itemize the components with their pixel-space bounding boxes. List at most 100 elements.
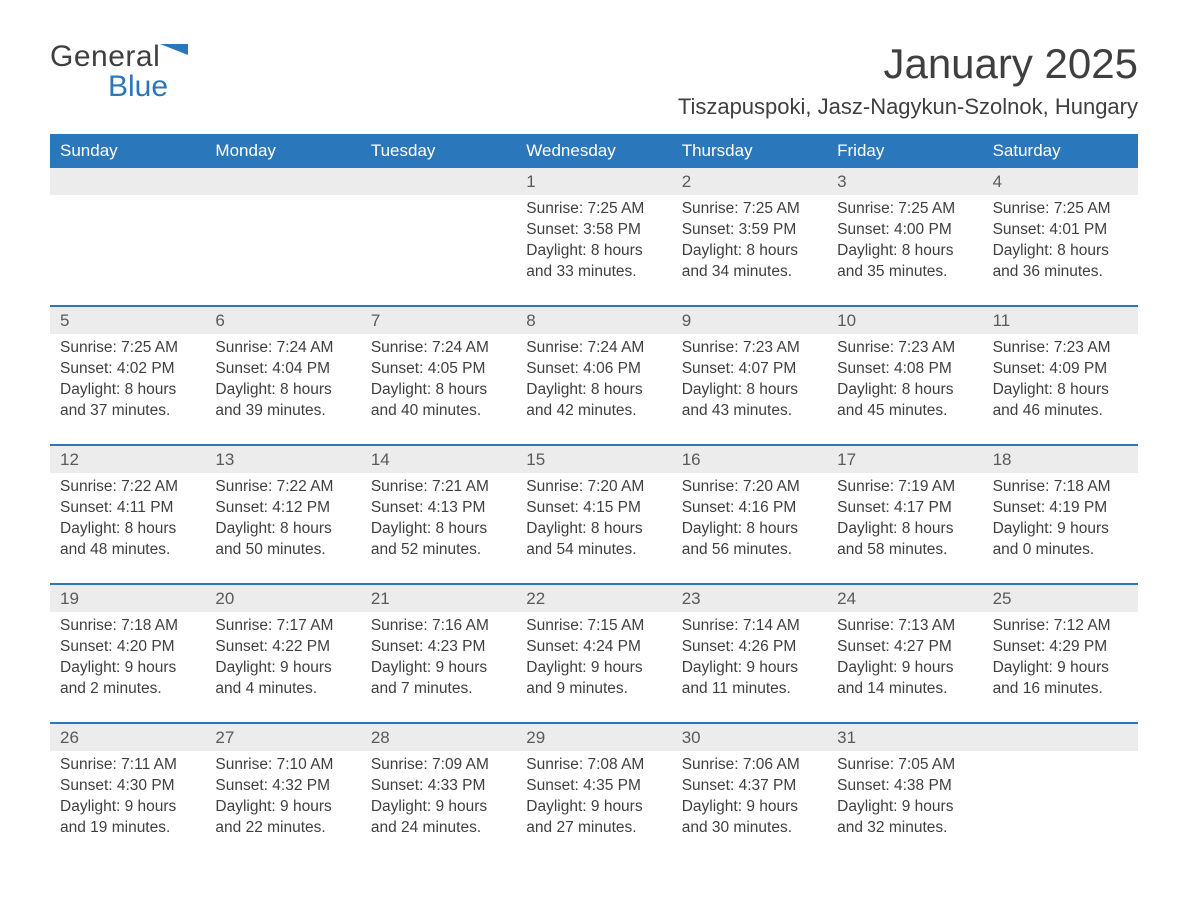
sunrise-text: Sunrise: 7:24 AM: [215, 338, 350, 359]
daylight-text-1: Daylight: 8 hours: [837, 380, 972, 401]
day-number-row: 12131415161718: [50, 446, 1138, 473]
day-number: 25: [983, 585, 1138, 612]
day-number: 7: [361, 307, 516, 334]
daylight-text-1: Daylight: 8 hours: [682, 519, 817, 540]
sunrise-text: Sunrise: 7:23 AM: [682, 338, 817, 359]
day-cell: Sunrise: 7:19 AMSunset: 4:17 PMDaylight:…: [827, 473, 982, 569]
day-cell: Sunrise: 7:08 AMSunset: 4:35 PMDaylight:…: [516, 751, 671, 847]
day-number: 20: [205, 585, 360, 612]
daylight-text-1: Daylight: 9 hours: [526, 797, 661, 818]
daylight-text-2: and 2 minutes.: [60, 679, 195, 700]
daylight-text-1: Daylight: 8 hours: [526, 380, 661, 401]
sunrise-text: Sunrise: 7:08 AM: [526, 755, 661, 776]
sunset-text: Sunset: 4:09 PM: [993, 359, 1128, 380]
day-number: 16: [672, 446, 827, 473]
day-number: 30: [672, 724, 827, 751]
day-cell: [205, 195, 360, 291]
sunset-text: Sunset: 4:01 PM: [993, 220, 1128, 241]
sunrise-text: Sunrise: 7:09 AM: [371, 755, 506, 776]
sunset-text: Sunset: 4:07 PM: [682, 359, 817, 380]
sunset-text: Sunset: 4:11 PM: [60, 498, 195, 519]
sunrise-text: Sunrise: 7:25 AM: [837, 199, 972, 220]
weekday-header: Sunday Monday Tuesday Wednesday Thursday…: [50, 134, 1138, 168]
daylight-text-2: and 27 minutes.: [526, 818, 661, 839]
sunset-text: Sunset: 4:00 PM: [837, 220, 972, 241]
day-cell: Sunrise: 7:21 AMSunset: 4:13 PMDaylight:…: [361, 473, 516, 569]
daylight-text-1: Daylight: 9 hours: [60, 658, 195, 679]
day-cell: [50, 195, 205, 291]
daylight-text-1: Daylight: 9 hours: [60, 797, 195, 818]
sunset-text: Sunset: 4:16 PM: [682, 498, 817, 519]
sunset-text: Sunset: 4:33 PM: [371, 776, 506, 797]
daylight-text-1: Daylight: 8 hours: [682, 241, 817, 262]
day-number: 6: [205, 307, 360, 334]
sunrise-text: Sunrise: 7:10 AM: [215, 755, 350, 776]
daylight-text-1: Daylight: 8 hours: [993, 241, 1128, 262]
sunset-text: Sunset: 4:35 PM: [526, 776, 661, 797]
daylight-text-2: and 9 minutes.: [526, 679, 661, 700]
day-cell: Sunrise: 7:20 AMSunset: 4:16 PMDaylight:…: [672, 473, 827, 569]
day-number: 31: [827, 724, 982, 751]
daylight-text-1: Daylight: 8 hours: [371, 519, 506, 540]
day-cell: Sunrise: 7:05 AMSunset: 4:38 PMDaylight:…: [827, 751, 982, 847]
daylight-text-2: and 40 minutes.: [371, 401, 506, 422]
daylight-text-2: and 56 minutes.: [682, 540, 817, 561]
sunrise-text: Sunrise: 7:22 AM: [60, 477, 195, 498]
day-number: 24: [827, 585, 982, 612]
weeks-container: 1234Sunrise: 7:25 AMSunset: 3:58 PMDayli…: [50, 168, 1138, 847]
daylight-text-2: and 32 minutes.: [837, 818, 972, 839]
daylight-text-2: and 22 minutes.: [215, 818, 350, 839]
daylight-text-1: Daylight: 8 hours: [837, 241, 972, 262]
sunrise-text: Sunrise: 7:18 AM: [993, 477, 1128, 498]
day-number: [205, 168, 360, 195]
weekday-mon: Monday: [205, 134, 360, 168]
sunrise-text: Sunrise: 7:15 AM: [526, 616, 661, 637]
sunset-text: Sunset: 4:26 PM: [682, 637, 817, 658]
day-cell: Sunrise: 7:14 AMSunset: 4:26 PMDaylight:…: [672, 612, 827, 708]
day-cell: Sunrise: 7:06 AMSunset: 4:37 PMDaylight:…: [672, 751, 827, 847]
daylight-text-1: Daylight: 9 hours: [215, 658, 350, 679]
day-cell: Sunrise: 7:22 AMSunset: 4:12 PMDaylight:…: [205, 473, 360, 569]
daylight-text-1: Daylight: 8 hours: [60, 380, 195, 401]
daylight-text-2: and 54 minutes.: [526, 540, 661, 561]
sunset-text: Sunset: 4:29 PM: [993, 637, 1128, 658]
day-cell: Sunrise: 7:24 AMSunset: 4:05 PMDaylight:…: [361, 334, 516, 430]
day-number: 2: [672, 168, 827, 195]
day-number-row: 567891011: [50, 307, 1138, 334]
sunset-text: Sunset: 4:24 PM: [526, 637, 661, 658]
month-title: January 2025: [678, 40, 1138, 88]
day-cell: Sunrise: 7:18 AMSunset: 4:19 PMDaylight:…: [983, 473, 1138, 569]
day-number: [983, 724, 1138, 751]
sunrise-text: Sunrise: 7:25 AM: [682, 199, 817, 220]
sunset-text: Sunset: 4:15 PM: [526, 498, 661, 519]
sunset-text: Sunset: 4:32 PM: [215, 776, 350, 797]
daylight-text-2: and 4 minutes.: [215, 679, 350, 700]
day-cell: Sunrise: 7:25 AMSunset: 4:02 PMDaylight:…: [50, 334, 205, 430]
sunset-text: Sunset: 4:13 PM: [371, 498, 506, 519]
sunrise-text: Sunrise: 7:12 AM: [993, 616, 1128, 637]
day-cell: Sunrise: 7:25 AMSunset: 3:59 PMDaylight:…: [672, 195, 827, 291]
daylight-text-2: and 7 minutes.: [371, 679, 506, 700]
day-number: 23: [672, 585, 827, 612]
sunrise-text: Sunrise: 7:23 AM: [993, 338, 1128, 359]
day-number: 28: [361, 724, 516, 751]
week-row: 1234Sunrise: 7:25 AMSunset: 3:58 PMDayli…: [50, 168, 1138, 291]
daylight-text-2: and 42 minutes.: [526, 401, 661, 422]
logo: General Blue: [50, 40, 188, 102]
week-row: 262728293031Sunrise: 7:11 AMSunset: 4:30…: [50, 722, 1138, 847]
logo-flag-icon: [160, 44, 188, 66]
daylight-text-1: Daylight: 9 hours: [993, 658, 1128, 679]
day-cell: Sunrise: 7:20 AMSunset: 4:15 PMDaylight:…: [516, 473, 671, 569]
sunrise-text: Sunrise: 7:23 AM: [837, 338, 972, 359]
location: Tiszapuspoki, Jasz-Nagykun-Szolnok, Hung…: [678, 94, 1138, 120]
sunrise-text: Sunrise: 7:11 AM: [60, 755, 195, 776]
header: General Blue January 2025 Tiszapuspoki, …: [50, 40, 1138, 120]
daylight-text-1: Daylight: 9 hours: [837, 797, 972, 818]
sunrise-text: Sunrise: 7:17 AM: [215, 616, 350, 637]
sunrise-text: Sunrise: 7:25 AM: [993, 199, 1128, 220]
day-cell: Sunrise: 7:24 AMSunset: 4:06 PMDaylight:…: [516, 334, 671, 430]
daylight-text-1: Daylight: 9 hours: [993, 519, 1128, 540]
day-cell: Sunrise: 7:17 AMSunset: 4:22 PMDaylight:…: [205, 612, 360, 708]
sunrise-text: Sunrise: 7:21 AM: [371, 477, 506, 498]
day-number: 11: [983, 307, 1138, 334]
